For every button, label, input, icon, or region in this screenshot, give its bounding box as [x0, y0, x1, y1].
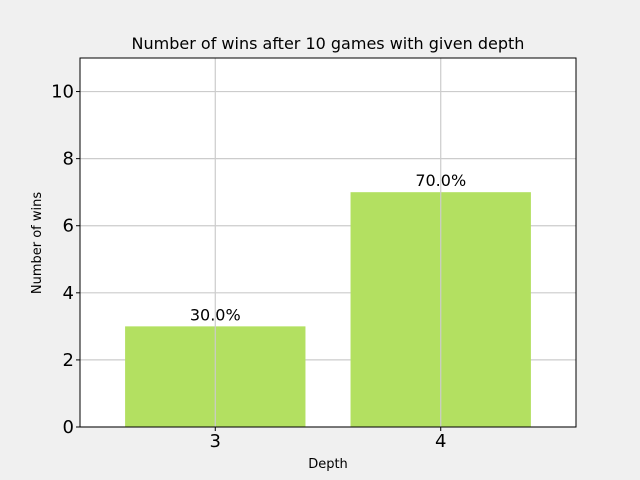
x-axis-label: Depth — [308, 457, 348, 472]
plot-frame — [79, 57, 577, 428]
x-tick-label: 3 — [210, 431, 221, 452]
y-tick-label: 10 — [51, 82, 74, 103]
y-tick-label: 6 — [63, 216, 74, 237]
y-axis-label: Number of wins — [30, 192, 45, 295]
chart-title: Number of wins after 10 games with given… — [132, 34, 525, 53]
bar-data-label: 30.0% — [190, 305, 241, 324]
y-tick-label: 0 — [63, 417, 74, 438]
y-axis-ticks: 0 2 4 6 8 10 — [51, 82, 80, 438]
bar-data-label: 70.0% — [415, 171, 466, 190]
data-labels: 30.0% 70.0% — [190, 171, 466, 324]
vertical-grid-lines — [214, 58, 442, 427]
y-tick-label: 2 — [63, 350, 74, 371]
y-tick-label: 8 — [63, 149, 74, 170]
y-tick-label: 4 — [63, 283, 74, 304]
x-tick-label: 4 — [435, 431, 446, 452]
